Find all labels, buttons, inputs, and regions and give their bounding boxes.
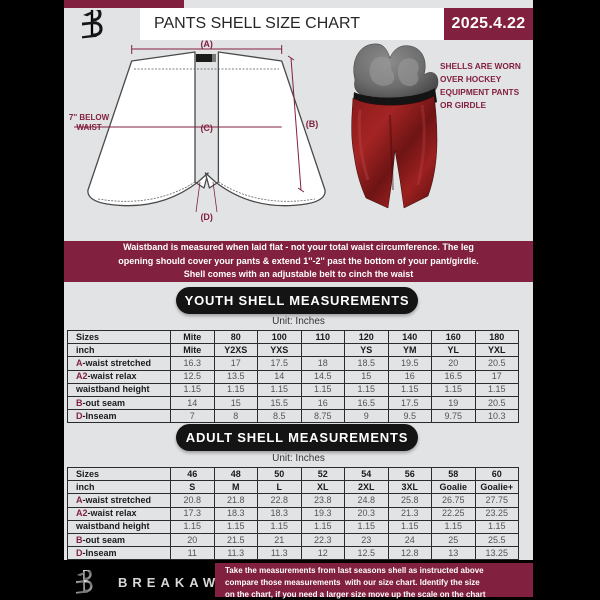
svg-text:(D): (D) [200, 212, 213, 222]
svg-text:(A): (A) [200, 40, 213, 49]
svg-text:(C): (C) [200, 123, 213, 133]
svg-text:7'' BELOW: 7'' BELOW [69, 113, 110, 122]
svg-text:WAIST: WAIST [76, 123, 101, 132]
svg-text:(B): (B) [306, 119, 319, 129]
